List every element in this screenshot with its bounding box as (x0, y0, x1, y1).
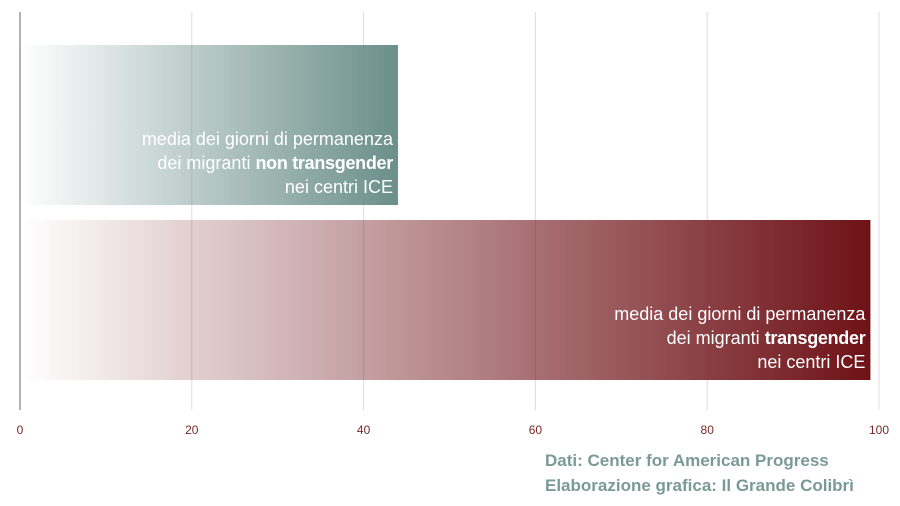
x-tick-label: 0 (17, 423, 24, 437)
bar-0 (21, 45, 398, 205)
bar-label-line3: nei centri ICE (757, 352, 866, 372)
bar-label-non-transgender: media dei giorni di permanenza dei migra… (142, 127, 393, 199)
bar-label-line2-pre: dei migranti (157, 153, 256, 173)
source-credit: Dati: Center for American Progress Elabo… (545, 448, 854, 498)
bar-label-line1: media dei giorni di permanenza (614, 304, 866, 324)
source-graphics-line: Elaborazione grafica: Il Grande Colibrì (545, 476, 854, 495)
bar-1 (21, 220, 871, 380)
x-tick-label: 60 (529, 423, 543, 437)
bar-label-line1: media dei giorni di permanenza (141, 129, 393, 149)
bars (21, 45, 871, 380)
bar-label-line2: dei migranti transgender (614, 326, 866, 350)
source-data-line: Dati: Center for American Progress (545, 451, 829, 470)
bar-label-line3: nei centri ICE (284, 177, 393, 197)
bar-label-line2-bold: transgender (764, 328, 866, 348)
x-tick-label: 80 (701, 423, 715, 437)
bar-label-transgender: media dei giorni di permanenza dei migra… (614, 302, 865, 374)
bar-label-line2-pre: dei migranti (666, 328, 765, 348)
bar-label-line2: dei migranti non transgender (142, 151, 393, 175)
x-tick-label: 100 (869, 423, 889, 437)
x-tick-label: 40 (357, 423, 371, 437)
x-axis-ticks: 0 20 40 60 80 100 (17, 423, 890, 437)
x-tick-label: 20 (185, 423, 199, 437)
bar-label-line2-bold: non transgender (255, 153, 393, 173)
